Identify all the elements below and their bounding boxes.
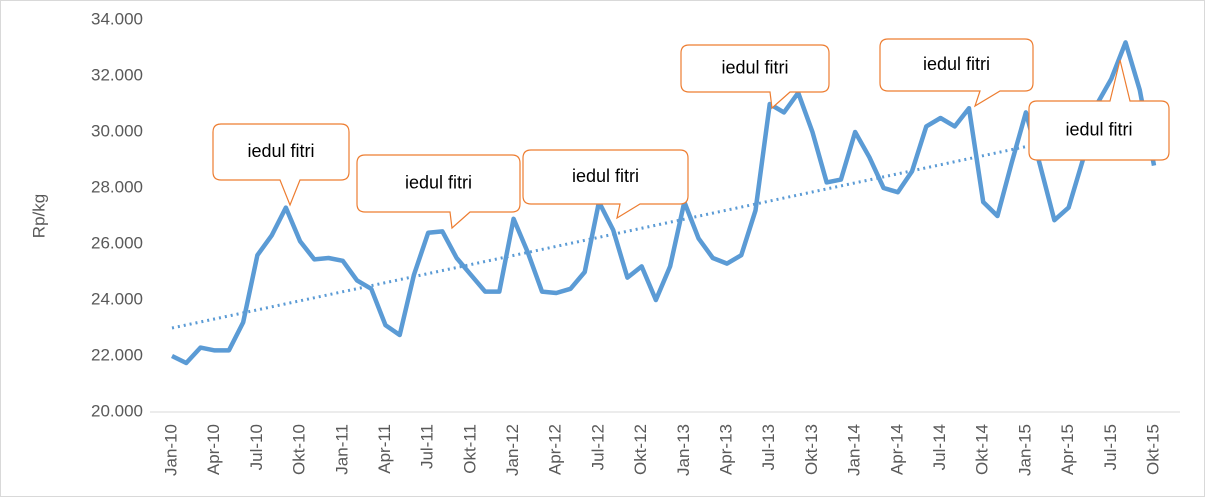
x-tick-label: Okt-10	[290, 424, 309, 475]
x-tick-label: Jul-10	[247, 424, 266, 470]
y-tick-label: 32.000	[91, 65, 143, 84]
y-tick-label: 30.000	[91, 121, 143, 140]
annotation: iedul fitri	[1065, 119, 1132, 139]
x-tick-label: Jan-10	[161, 424, 180, 476]
x-tick-label: Apr-10	[204, 424, 223, 475]
x-tick-label: Jan-14	[845, 424, 864, 476]
callout	[212, 123, 350, 207]
x-tick-label: Jan-13	[674, 424, 693, 476]
x-tick-label: Apr-13	[717, 424, 736, 475]
x-tick-label: Jul-13	[759, 424, 778, 470]
callout	[522, 149, 689, 220]
callout	[879, 38, 1034, 108]
x-tick-label: Jul-12	[588, 424, 607, 470]
x-tick-label: Okt-14	[973, 424, 992, 475]
x-tick-label: Okt-13	[802, 424, 821, 475]
x-tick-label: Apr-11	[375, 424, 394, 474]
y-tick-label: 26.000	[91, 233, 143, 252]
x-tick-label: Apr-14	[887, 424, 906, 475]
x-tick-label: Jan-12	[503, 424, 522, 476]
y-tick-label: 24.000	[91, 289, 143, 308]
y-tick-label: 28.000	[91, 177, 143, 196]
y-tick-label: 34.000	[91, 9, 143, 28]
data-line	[171, 40, 1157, 366]
x-tick-label: Apr-12	[546, 424, 565, 475]
x-tick-label: Jul-11	[418, 424, 437, 469]
callout	[1028, 59, 1170, 161]
annotation: iedul fitri	[923, 54, 990, 74]
annotation: iedul fitri	[405, 172, 472, 192]
y-tick-label: 22.000	[91, 345, 143, 364]
x-tick-label: Okt-15	[1143, 424, 1162, 475]
y-axis-label: Rp/kg	[29, 194, 48, 238]
x-tick-label: Apr-15	[1058, 424, 1077, 475]
annotation: iedul fitri	[721, 57, 788, 77]
x-tick-label: Okt-12	[631, 424, 650, 475]
x-tick-label: Jul-15	[1101, 424, 1120, 470]
x-tick-label: Jul-14	[930, 424, 949, 470]
callout	[680, 44, 830, 110]
annotation: iedul fitri	[572, 166, 639, 186]
annotation: iedul fitri	[247, 141, 314, 161]
callout	[356, 154, 521, 230]
x-tick-label: Jan-15	[1015, 424, 1034, 476]
x-tick-label: Jan-11	[332, 424, 351, 475]
x-tick-label: Okt-11	[460, 424, 479, 474]
y-tick-label: 20.000	[91, 401, 143, 420]
